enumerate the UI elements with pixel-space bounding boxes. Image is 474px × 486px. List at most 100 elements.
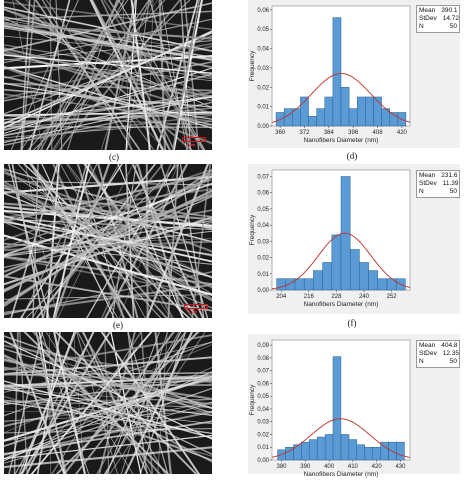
x-tick-label: 252 xyxy=(387,294,398,300)
x-tick-label: 228 xyxy=(331,294,342,300)
x-tick-label: 372 xyxy=(299,130,310,136)
histogram-bar xyxy=(341,434,349,460)
y-tick-label: 0.03 xyxy=(257,66,269,72)
y-tick-label: 0.07 xyxy=(257,369,269,375)
histogram-bar xyxy=(313,271,322,290)
x-tick-label: 360 xyxy=(275,130,286,136)
histogram-bar xyxy=(365,97,373,126)
histogram-bar xyxy=(325,434,333,460)
histogram-bar xyxy=(333,18,341,126)
x-tick-label: 420 xyxy=(372,464,383,470)
y-tick-label: 0.02 xyxy=(257,256,269,262)
histogram-bar xyxy=(387,279,396,290)
y-tick-label: 0.05 xyxy=(257,394,269,400)
sem-fibers xyxy=(4,0,212,150)
y-tick-label: 0.01 xyxy=(257,105,269,111)
y-tick-label: 0.01 xyxy=(257,272,269,278)
panel-label-f: (f) xyxy=(340,318,364,328)
y-tick-label: 0.09 xyxy=(257,343,269,349)
histogram-bar xyxy=(317,437,325,460)
histogram-bar xyxy=(359,262,368,290)
x-tick-label: 380 xyxy=(277,464,288,470)
y-axis-label: Frequency xyxy=(249,384,256,415)
y-tick-label: 0.00 xyxy=(257,458,269,464)
y-tick-label: 0.05 xyxy=(257,207,269,213)
histogram-bar xyxy=(325,97,333,126)
histogram-bar xyxy=(304,279,313,290)
histogram-bar xyxy=(365,447,373,460)
sem-image-e: 2 μm xyxy=(4,164,212,318)
histogram-bar xyxy=(349,440,357,460)
panel-label-d: (d) xyxy=(340,151,364,161)
scale-bar-label: 2 μm xyxy=(186,142,195,147)
y-tick-label: 0.06 xyxy=(257,381,269,387)
x-axis-label: Nanofibers Diameter (nm) xyxy=(304,137,379,144)
histogram-bar xyxy=(286,279,295,290)
x-tick-label: 410 xyxy=(348,464,359,470)
sem-image-g xyxy=(4,332,212,474)
x-axis-label: Nanofibers Diameter (nm) xyxy=(304,471,379,478)
y-tick-label: 0.05 xyxy=(257,27,269,33)
histogram-bar xyxy=(332,235,341,290)
histogram-bar xyxy=(373,447,381,460)
x-tick-label: 216 xyxy=(304,294,315,300)
histogram-bar xyxy=(357,445,365,460)
panel-label-c: (c) xyxy=(102,152,126,162)
histogram-bar xyxy=(323,262,332,290)
y-tick-label: 0.04 xyxy=(257,223,269,229)
x-tick-label: 384 xyxy=(324,130,335,136)
x-tick-label: 420 xyxy=(397,130,408,136)
histogram-panel-h: 0.00 0.01 0.02 0.03 0.04 0.05 0.06 0.07 0.08 0.09… xyxy=(248,334,460,474)
y-axis-label: Frequency xyxy=(249,50,256,81)
histogram-bar xyxy=(397,442,405,460)
panel-label-e: (e) xyxy=(106,320,130,330)
histogram-bar xyxy=(378,279,387,290)
x-tick-label: 240 xyxy=(359,294,370,300)
histogram-bar xyxy=(293,445,301,460)
x-tick-label: 204 xyxy=(276,294,287,300)
sem-image-c: 2 μm xyxy=(4,0,212,150)
y-tick-label: 0.02 xyxy=(257,432,269,438)
histogram-bar xyxy=(357,97,365,126)
histogram-bar xyxy=(350,249,359,290)
y-tick-label: 0.01 xyxy=(257,445,269,451)
histogram-bar xyxy=(349,109,357,126)
y-tick-label: 0.08 xyxy=(257,356,269,362)
sem-fibers xyxy=(4,332,212,474)
y-tick-label: 0.02 xyxy=(257,85,269,91)
x-tick-label: 430 xyxy=(395,464,406,470)
y-tick-label: 0.03 xyxy=(257,239,269,245)
x-tick-label: 390 xyxy=(300,464,311,470)
histogram-bar xyxy=(277,279,286,290)
y-tick-label: 0.00 xyxy=(257,124,269,130)
histogram-bar xyxy=(341,87,349,126)
y-tick-label: 0.03 xyxy=(257,420,269,426)
x-axis-label: Nanofibers Diameter (nm) xyxy=(304,301,379,308)
x-tick-label: 400 xyxy=(324,464,335,470)
y-tick-label: 0.06 xyxy=(257,8,269,14)
y-tick-label: 0.07 xyxy=(257,174,269,180)
histogram-bar xyxy=(295,279,304,290)
sem-fibers xyxy=(4,164,212,318)
x-tick-label: 408 xyxy=(373,130,384,136)
histogram-bar xyxy=(301,442,309,460)
histogram-bar xyxy=(317,109,325,126)
y-tick-label: 0.04 xyxy=(257,407,269,413)
y-axis-label: Frequency xyxy=(249,214,256,245)
histogram-bar xyxy=(369,271,378,290)
histogram-bar xyxy=(309,116,317,126)
histogram-bar xyxy=(333,357,341,460)
